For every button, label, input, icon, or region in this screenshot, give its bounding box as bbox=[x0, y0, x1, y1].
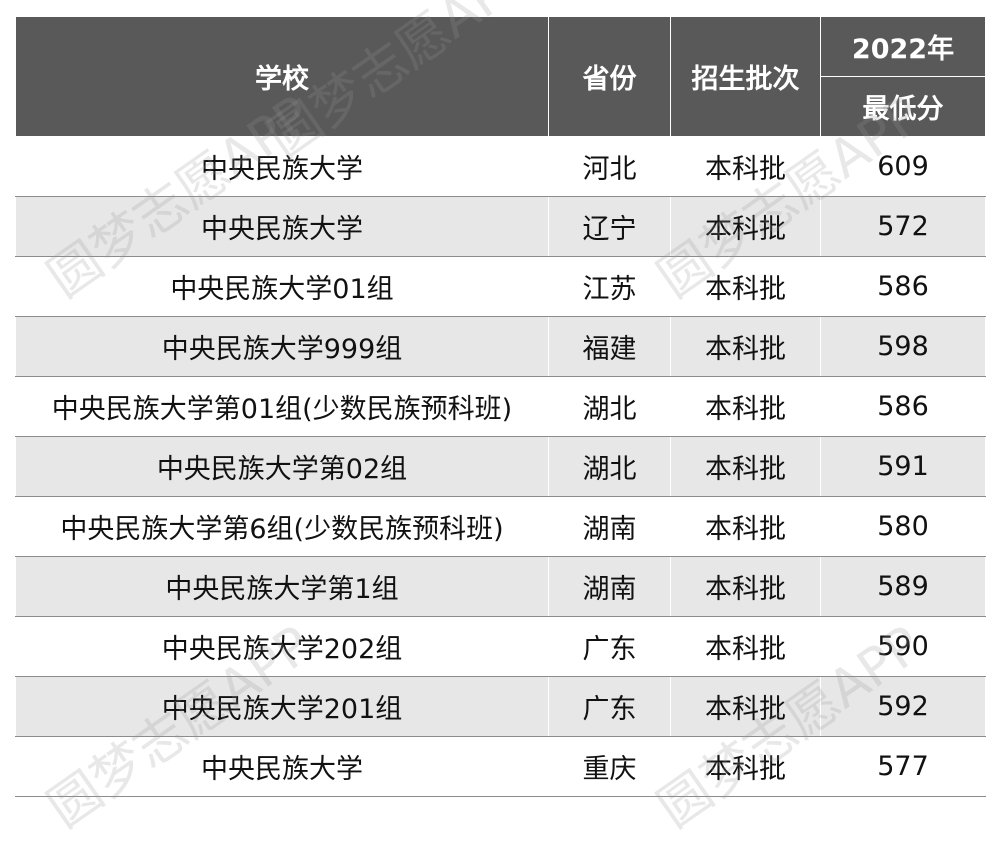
cell-min-score: 598 bbox=[820, 316, 986, 377]
table-row: 中央民族大学 河北 本科批 609 bbox=[15, 136, 986, 197]
cell-school: 中央民族大学第6组(少数民族预科班) bbox=[15, 496, 549, 557]
cell-province: 湖南 bbox=[548, 496, 671, 557]
cell-school: 中央民族大学 bbox=[15, 136, 549, 197]
cell-min-score: 591 bbox=[820, 436, 986, 497]
cell-province: 福建 bbox=[548, 316, 671, 377]
cell-school: 中央民族大学 bbox=[15, 736, 549, 797]
cell-batch: 本科批 bbox=[670, 136, 821, 197]
cell-school: 中央民族大学201组 bbox=[15, 676, 549, 737]
header-school: 学校 bbox=[15, 16, 549, 137]
cell-min-score: 590 bbox=[820, 616, 986, 677]
cell-batch: 本科批 bbox=[670, 196, 821, 257]
cell-school: 中央民族大学第01组(少数民族预科班) bbox=[15, 376, 549, 437]
table-row: 中央民族大学第1组 湖南 本科批 589 bbox=[15, 556, 986, 617]
table-row: 中央民族大学202组 广东 本科批 590 bbox=[15, 616, 986, 677]
cell-province: 重庆 bbox=[548, 736, 671, 797]
cell-min-score: 572 bbox=[820, 196, 986, 257]
cell-school: 中央民族大学第1组 bbox=[15, 556, 549, 617]
cell-province: 辽宁 bbox=[548, 196, 671, 257]
cell-batch: 本科批 bbox=[670, 556, 821, 617]
cell-province: 湖北 bbox=[548, 436, 671, 497]
table-body: 中央民族大学 河北 本科批 609 中央民族大学 辽宁 本科批 572 中央民族大学01组 江苏本… bbox=[15, 136, 986, 797]
cell-school: 中央民族大学01组 bbox=[15, 256, 549, 317]
cell-province: 广东 bbox=[548, 676, 671, 737]
cell-batch: 本科批 bbox=[670, 436, 821, 497]
cell-school: 中央民族大学第02组 bbox=[15, 436, 549, 497]
header-min-score: 最低分 bbox=[820, 76, 986, 137]
cell-school: 中央民族大学 bbox=[15, 196, 549, 257]
header-year: 2022年 bbox=[820, 16, 986, 77]
table-row: 中央民族大学第6组(少数民族预科班) 湖南 本科批 580 bbox=[15, 496, 986, 557]
cell-batch: 本科批 bbox=[670, 616, 821, 677]
header-batch: 招生批次 bbox=[670, 16, 821, 137]
cell-min-score: 577 bbox=[820, 736, 986, 797]
table-row: 中央民族大学 辽宁 本科批 572 bbox=[15, 196, 986, 257]
header-province: 省份 bbox=[548, 16, 671, 137]
cell-min-score: 609 bbox=[820, 136, 986, 197]
score-table-container: 学校 省份 招生批次 2022年 最低分 中央民族大学 河北 本科批 609 中央民族大… bbox=[15, 16, 986, 797]
cell-min-score: 586 bbox=[820, 376, 986, 437]
table-row: 中央民族大学201组 广东 本科批 592 bbox=[15, 676, 986, 737]
cell-batch: 本科批 bbox=[670, 316, 821, 377]
table-row: 中央民族大学第01组(少数民族预科班) 湖北 本科批 586 bbox=[15, 376, 986, 437]
cell-min-score: 586 bbox=[820, 256, 986, 317]
cell-school: 中央民族大学202组 bbox=[15, 616, 549, 677]
cell-min-score: 580 bbox=[820, 496, 986, 557]
cell-province: 湖北 bbox=[548, 376, 671, 437]
cell-province: 广东 bbox=[548, 616, 671, 677]
cell-batch: 本科批 bbox=[670, 256, 821, 317]
cell-batch: 本科批 bbox=[670, 376, 821, 437]
table-row: 中央民族大学 重庆 本科批 577 bbox=[15, 736, 986, 797]
cell-batch: 本科批 bbox=[670, 676, 821, 737]
table-row: 中央民族大学01组 江苏 本科批 586 bbox=[15, 256, 986, 317]
cell-batch: 本科批 bbox=[670, 496, 821, 557]
cell-school: 中央民族大学999组 bbox=[15, 316, 549, 377]
cell-province: 湖南 bbox=[548, 556, 671, 617]
table-header: 学校 省份 招生批次 2022年 最低分 bbox=[15, 16, 986, 137]
table-row: 中央民族大学999组 福建 本科批 598 bbox=[15, 316, 986, 377]
cell-min-score: 589 bbox=[820, 556, 986, 617]
table-row: 中央民族大学第02组 湖北 本科批 591 bbox=[15, 436, 986, 497]
cell-province: 河北 bbox=[548, 136, 671, 197]
cell-min-score: 592 bbox=[820, 676, 986, 737]
cell-province: 江苏 bbox=[548, 256, 671, 317]
admission-score-table: 学校 省份 招生批次 2022年 最低分 中央民族大学 河北 本科批 609 中央民族大… bbox=[15, 16, 986, 797]
cell-batch: 本科批 bbox=[670, 736, 821, 797]
